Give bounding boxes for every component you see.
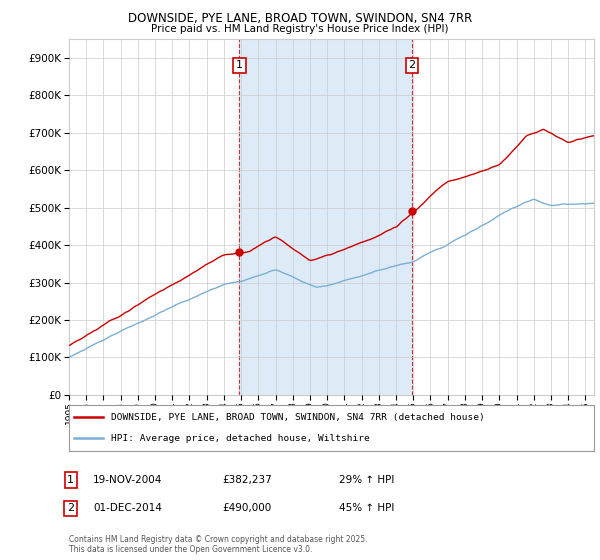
Text: 2: 2 [67, 503, 74, 514]
Text: £490,000: £490,000 [222, 503, 271, 514]
Text: Contains HM Land Registry data © Crown copyright and database right 2025.
This d: Contains HM Land Registry data © Crown c… [69, 535, 367, 554]
Text: 29% ↑ HPI: 29% ↑ HPI [339, 475, 394, 485]
Text: 19-NOV-2004: 19-NOV-2004 [93, 475, 163, 485]
Text: £382,237: £382,237 [222, 475, 272, 485]
Text: 01-DEC-2014: 01-DEC-2014 [93, 503, 162, 514]
Bar [239, 39, 412, 395]
Text: 1: 1 [236, 60, 243, 71]
Text: DOWNSIDE, PYE LANE, BROAD TOWN, SWINDON, SN4 7RR: DOWNSIDE, PYE LANE, BROAD TOWN, SWINDON,… [128, 12, 472, 25]
Text: DOWNSIDE, PYE LANE, BROAD TOWN, SWINDON, SN4 7RR (detached house): DOWNSIDE, PYE LANE, BROAD TOWN, SWINDON,… [111, 413, 485, 422]
Text: Price paid vs. HM Land Registry's House Price Index (HPI): Price paid vs. HM Land Registry's House … [151, 24, 449, 34]
Text: 45% ↑ HPI: 45% ↑ HPI [339, 503, 394, 514]
Text: 2: 2 [409, 60, 415, 71]
Text: 1: 1 [67, 475, 74, 485]
Text: HPI: Average price, detached house, Wiltshire: HPI: Average price, detached house, Wilt… [111, 434, 370, 443]
